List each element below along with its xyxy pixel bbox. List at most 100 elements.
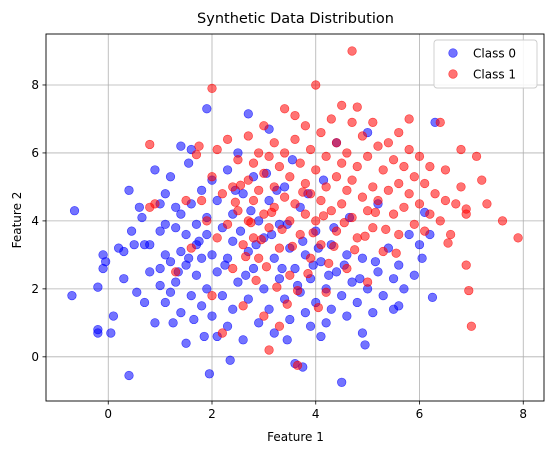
scatter-point [388,209,399,219]
scatter-point [326,114,336,124]
scatter-point [482,199,492,209]
scatter-point [370,257,381,267]
scatter-point [360,231,370,241]
scatter-point [202,216,212,226]
scatter-point [342,263,352,274]
scatter-point [300,209,310,219]
scatter-point [233,206,243,216]
scatter-point [394,229,404,240]
scatter-point [207,83,217,93]
scatter-point [126,226,137,236]
scatter-point [342,148,352,158]
scatter-point [155,226,165,236]
scatter-point [352,161,362,172]
scatter-point [316,127,326,138]
scatter-point [246,206,256,216]
scatter-point [272,282,282,292]
scatter-point [165,172,176,182]
scatter-point [399,161,409,172]
scatter-point [440,195,451,206]
scatter-point [129,240,139,250]
scatter-point [305,321,316,331]
scatter-point [264,223,274,233]
scatter-point [324,258,334,268]
scatter-point [399,284,409,294]
scatter-point [435,216,445,226]
scatter-point [331,226,342,236]
scatter-point [342,185,352,195]
scatter-point [357,328,368,338]
scatter-point [248,195,259,206]
scatter-point [197,195,207,206]
scatter-point [326,206,336,216]
scatter-point [383,185,393,195]
scatter-point [331,138,342,148]
scatter-point [248,263,259,274]
scatter-point [233,277,243,287]
legend: Class 0 Class 1 [433,39,538,89]
scatter-point [155,280,165,291]
scatter-point [321,151,331,161]
scatter-point [251,275,261,285]
scatter-point [513,233,523,243]
scatter-point [440,165,451,175]
scatter-point [292,285,303,296]
scatter-point [347,212,357,223]
scatter-point [150,199,160,209]
scatter-point [274,321,285,331]
scatter-point [269,253,279,263]
scatter-point [305,253,316,263]
scatter-point [287,241,298,251]
scatter-point [176,209,186,219]
scatter-point [264,345,274,355]
scatter-point [93,282,103,292]
scatter-point [394,127,404,138]
scatter-point [191,219,202,229]
scatter-point [287,155,298,165]
scatter-point [295,158,305,168]
scatter-point [378,291,388,301]
scatter-point [347,46,357,56]
scatter-point [420,226,430,236]
scatter-point [326,304,336,314]
scatter-point [259,209,269,219]
scatter-point [171,202,181,212]
x-tick-label: 0 [104,407,112,421]
scatter-point [176,308,186,318]
scatter-point [191,270,202,280]
scatter-point [282,335,292,345]
scatter-point [370,207,381,218]
scatter-point [285,270,295,280]
scatter-point [497,216,508,226]
scatter-point [368,223,378,233]
scatter-point [212,195,222,206]
scatter-point [280,182,290,192]
scatter-point [207,291,217,301]
scatter-point [404,229,414,240]
scatter-point [321,318,331,328]
series-layer [67,46,523,387]
scatter-point [363,206,373,216]
scatter-point [404,144,414,155]
scatter-point [191,150,202,160]
scatter-point [238,335,248,345]
legend-marker [448,69,458,79]
scatter-point [194,141,204,151]
scatter-point [155,263,165,274]
scatter-point [331,172,342,182]
scatter-point [230,197,240,207]
scatter-point [383,138,393,148]
scatter-point [311,216,321,226]
scatter-point [277,263,287,274]
scatter-point [420,178,430,189]
scatter-point [430,189,440,199]
scatter-point [101,257,111,267]
scatter-point [69,206,80,216]
scatter-point [355,274,365,284]
scatter-point [202,229,212,240]
plot-frame [45,33,545,402]
scatter-point [197,185,207,195]
scatter-point [347,277,357,287]
scatter-point [220,260,230,270]
scatter-point [337,291,347,301]
